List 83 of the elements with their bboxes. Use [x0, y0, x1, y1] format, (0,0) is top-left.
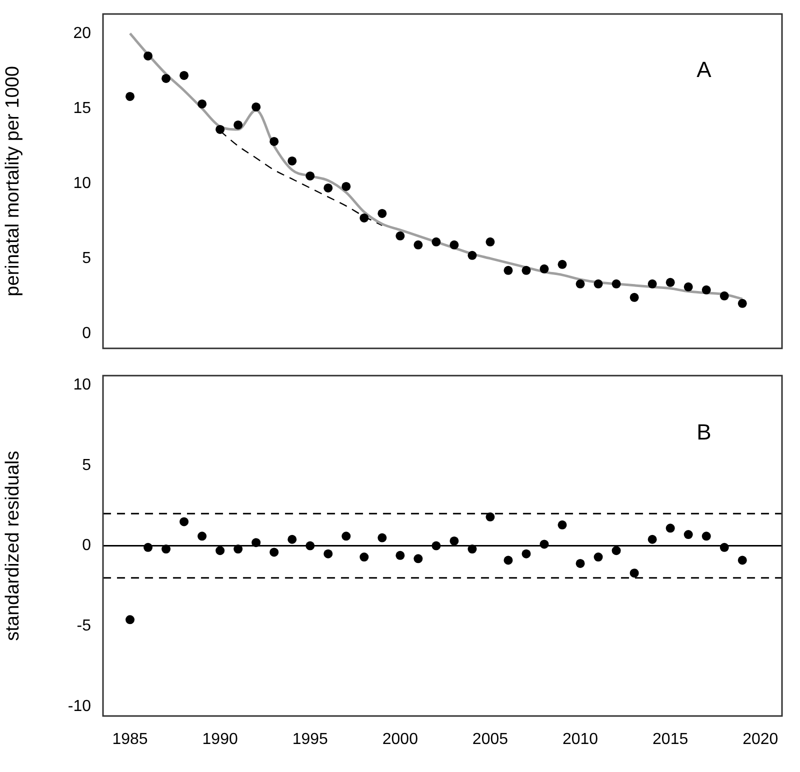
y-tick-label: 5	[82, 456, 92, 474]
point	[666, 278, 675, 287]
point	[252, 102, 261, 112]
y-tick-label: 0	[82, 537, 92, 554]
x-tick-label: 2010	[562, 731, 598, 748]
point	[522, 266, 531, 275]
point	[450, 240, 459, 250]
point	[594, 279, 603, 288]
y-tick-label: 0	[82, 324, 92, 342]
point	[342, 532, 351, 541]
point	[738, 556, 747, 565]
point	[198, 532, 207, 541]
point	[306, 171, 315, 180]
point	[630, 292, 639, 302]
point	[360, 213, 369, 222]
point	[648, 534, 657, 544]
point	[288, 156, 297, 166]
y-tick-label: -10	[68, 698, 92, 715]
point	[576, 279, 585, 288]
x-tick-label: 2000	[382, 731, 418, 748]
point	[468, 250, 477, 260]
point	[162, 74, 171, 83]
y-tick-label: 20	[73, 24, 92, 42]
point	[702, 285, 711, 294]
point	[486, 237, 495, 246]
point	[666, 524, 675, 533]
point	[720, 291, 729, 300]
point	[288, 534, 297, 544]
point	[558, 520, 567, 530]
point	[378, 533, 387, 542]
point	[324, 549, 333, 558]
point	[324, 183, 333, 192]
point	[270, 548, 279, 557]
point	[180, 517, 189, 526]
point	[414, 554, 423, 564]
point	[576, 558, 585, 568]
point	[414, 240, 423, 250]
point	[486, 512, 495, 522]
point	[594, 552, 603, 562]
x-tick-label: 2005	[472, 731, 508, 748]
y-axis-title: standardized residuals	[2, 450, 24, 641]
point	[342, 182, 351, 191]
point	[540, 264, 549, 274]
x-tick-label: 1995	[292, 731, 328, 748]
point	[612, 546, 621, 556]
point	[234, 120, 243, 130]
point	[450, 536, 459, 546]
point	[612, 279, 621, 288]
y-tick-label: 10	[73, 174, 92, 192]
point	[558, 260, 567, 269]
point	[180, 70, 189, 80]
point	[648, 279, 657, 288]
point	[126, 92, 135, 101]
y-tick-label: 10	[73, 376, 92, 394]
point	[126, 615, 135, 624]
point	[144, 51, 153, 60]
point	[378, 208, 387, 218]
x-tick-label: 1990	[202, 731, 238, 748]
y-tick-label: 15	[73, 100, 92, 117]
point	[216, 124, 225, 134]
point	[360, 552, 369, 562]
y-axis-title: perinatal mortality per 1000	[2, 66, 24, 296]
x-tick-label: 2015	[652, 731, 688, 748]
point	[630, 568, 639, 578]
point	[396, 231, 405, 240]
point	[684, 530, 693, 540]
annotation: B	[696, 420, 712, 445]
point	[738, 298, 747, 308]
point	[432, 237, 441, 246]
annotation: A	[696, 56, 712, 82]
point	[396, 550, 405, 560]
x-tick-label: 1985	[112, 731, 148, 748]
point	[504, 266, 513, 275]
point	[702, 532, 711, 541]
point	[684, 282, 693, 292]
point	[522, 549, 531, 558]
point	[216, 546, 225, 556]
point	[270, 136, 279, 146]
y-tick-label: 5	[82, 250, 92, 267]
point	[198, 99, 207, 108]
x-tick-label: 2020	[742, 731, 778, 748]
y-tick-label: -5	[76, 617, 92, 634]
point	[504, 556, 513, 565]
